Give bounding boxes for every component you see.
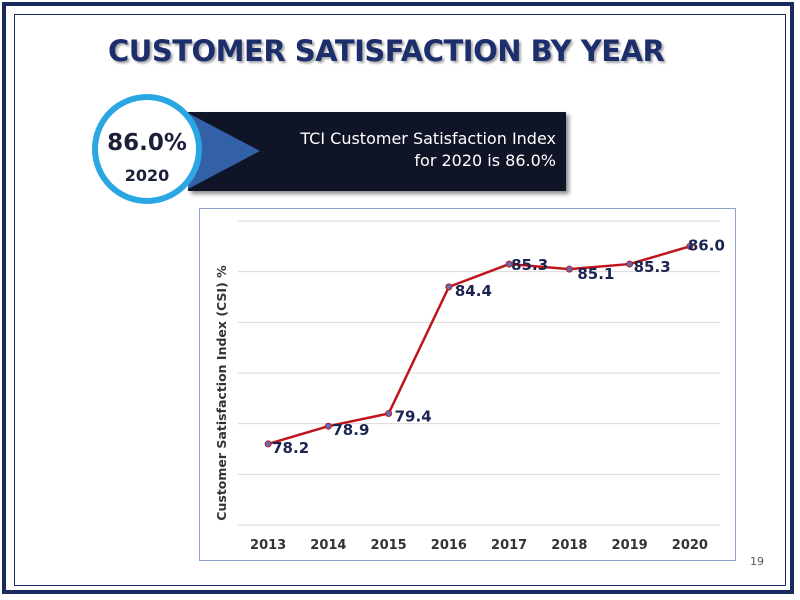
chart-container: Customer Satisfaction Index (CSI) % 2013 2… xyxy=(199,208,736,561)
y-axis-label: Customer Satisfaction Index (CSI) % xyxy=(214,265,229,521)
data-point xyxy=(324,422,332,430)
highlight-year: 2020 xyxy=(124,166,170,185)
data-point xyxy=(626,260,634,268)
data-point xyxy=(505,260,513,268)
banner-text: TCI Customer Satisfaction Index for 2020… xyxy=(300,128,556,172)
page-number: 19 xyxy=(750,555,764,568)
highlight-circle: 86.0% 2020 xyxy=(92,94,202,204)
data-label: 85.3 xyxy=(511,256,548,274)
data-label: 85.3 xyxy=(634,258,671,276)
x-tick-label: 2017 xyxy=(491,538,527,553)
data-point xyxy=(385,410,393,418)
slide-inner-frame xyxy=(14,14,786,586)
data-label: 78.9 xyxy=(332,421,369,439)
data-point xyxy=(686,242,694,250)
data-point xyxy=(565,265,573,273)
highlight-value: 86.0% xyxy=(107,130,187,156)
banner-line-2: for 2020 is 86.0% xyxy=(414,151,556,170)
data-label: 84.4 xyxy=(455,282,492,300)
data-label: 79.4 xyxy=(395,408,432,426)
data-label: 85.1 xyxy=(577,265,614,283)
x-tick-label: 2016 xyxy=(431,538,467,553)
slide-title: CUSTOMER SATISFACTION BY YEAR xyxy=(108,34,665,68)
x-tick-label: 2020 xyxy=(672,538,708,553)
slide-outer-frame xyxy=(2,2,794,594)
data-label: 86.0 xyxy=(688,236,725,254)
line-chart: Customer Satisfaction Index (CSI) % 2013 2… xyxy=(214,220,725,553)
x-tick-label: 2018 xyxy=(551,538,587,553)
x-tick-label: 2015 xyxy=(371,538,407,553)
x-tick-label: 2013 xyxy=(250,538,286,553)
data-point xyxy=(264,440,272,448)
data-point xyxy=(445,283,453,291)
series-line xyxy=(267,245,691,446)
x-tick-label: 2019 xyxy=(612,538,648,553)
banner-line-1: TCI Customer Satisfaction Index xyxy=(300,129,556,148)
x-tick-label: 2014 xyxy=(310,538,346,553)
data-label: 78.2 xyxy=(272,439,309,457)
